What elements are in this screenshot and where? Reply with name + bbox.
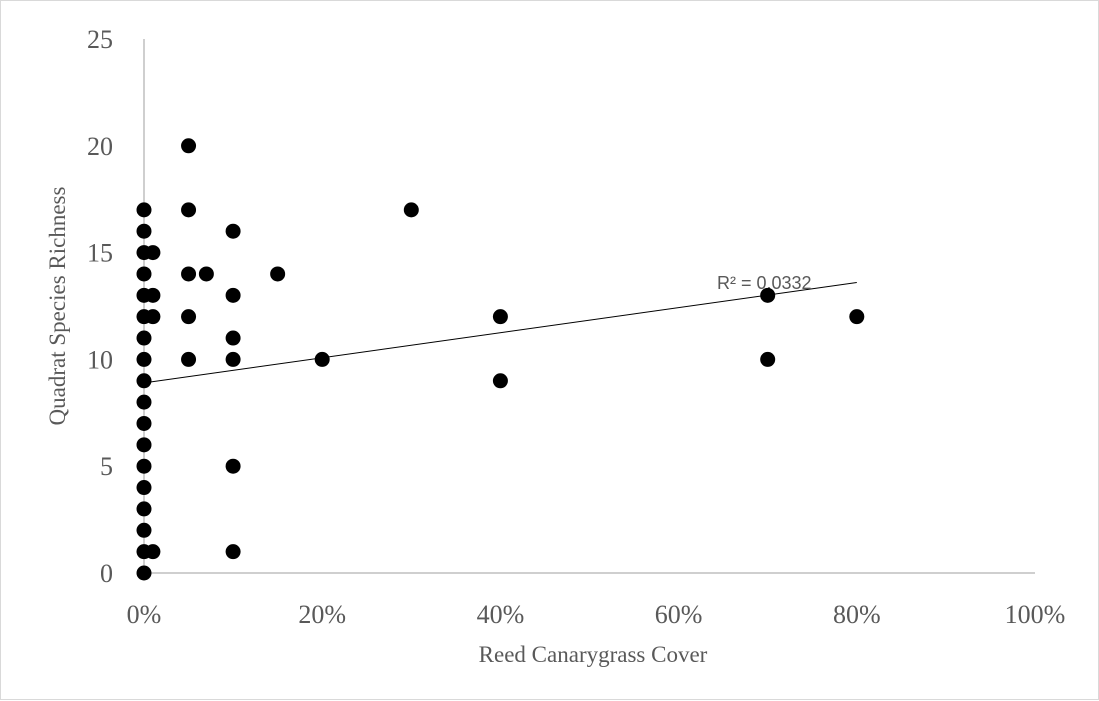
data-point bbox=[314, 351, 330, 367]
data-point bbox=[145, 287, 161, 303]
data-point bbox=[181, 138, 197, 154]
data-point bbox=[136, 480, 152, 496]
y-tick-label: 25 bbox=[87, 25, 113, 54]
y-tick-labels: 0 5 10 15 20 25 bbox=[87, 25, 113, 588]
y-tick-label: 10 bbox=[87, 345, 113, 374]
x-tick-label: 60% bbox=[655, 600, 703, 629]
data-point bbox=[198, 266, 214, 282]
r-squared-label: R² = 0.0332 bbox=[717, 273, 812, 293]
data-point bbox=[136, 501, 152, 517]
y-tick-label: 15 bbox=[87, 239, 113, 268]
data-point bbox=[136, 330, 152, 346]
data-points bbox=[136, 138, 865, 581]
y-axis-title: Quadrat Species Richness bbox=[45, 187, 70, 426]
data-point bbox=[136, 394, 152, 410]
data-point bbox=[136, 522, 152, 538]
data-point bbox=[136, 565, 152, 581]
data-point bbox=[492, 309, 508, 325]
data-point bbox=[136, 202, 152, 218]
data-point bbox=[225, 544, 241, 560]
x-tick-label: 100% bbox=[1005, 600, 1066, 629]
data-point bbox=[145, 245, 161, 261]
y-tick-label: 0 bbox=[100, 559, 113, 588]
data-point bbox=[225, 330, 241, 346]
data-point bbox=[181, 309, 197, 325]
x-tick-label: 80% bbox=[833, 600, 881, 629]
y-tick-label: 5 bbox=[100, 452, 113, 481]
data-point bbox=[181, 266, 197, 282]
data-point bbox=[760, 287, 776, 303]
data-point bbox=[136, 266, 152, 282]
data-point bbox=[849, 309, 865, 325]
data-point bbox=[136, 437, 152, 453]
data-point bbox=[760, 351, 776, 367]
data-point bbox=[492, 373, 508, 389]
data-point bbox=[225, 351, 241, 367]
x-axis-title: Reed Canarygrass Cover bbox=[479, 642, 708, 667]
axes bbox=[143, 39, 1035, 574]
data-point bbox=[181, 351, 197, 367]
x-tick-label: 0% bbox=[127, 600, 162, 629]
data-point bbox=[225, 458, 241, 474]
y-tick-label: 20 bbox=[87, 132, 113, 161]
data-point bbox=[403, 202, 419, 218]
trendline bbox=[143, 282, 857, 384]
data-point bbox=[181, 202, 197, 218]
data-point bbox=[136, 351, 152, 367]
data-point bbox=[145, 544, 161, 560]
data-point bbox=[136, 373, 152, 389]
x-tick-labels: 0% 20% 40% 60% 80% 100% bbox=[127, 600, 1066, 629]
data-point bbox=[225, 287, 241, 303]
x-tick-label: 20% bbox=[298, 600, 346, 629]
data-point bbox=[136, 458, 152, 474]
data-point bbox=[225, 223, 241, 239]
data-point bbox=[136, 415, 152, 431]
x-tick-label: 40% bbox=[477, 600, 525, 629]
data-point bbox=[136, 223, 152, 239]
data-point bbox=[145, 309, 161, 325]
data-point bbox=[270, 266, 286, 282]
